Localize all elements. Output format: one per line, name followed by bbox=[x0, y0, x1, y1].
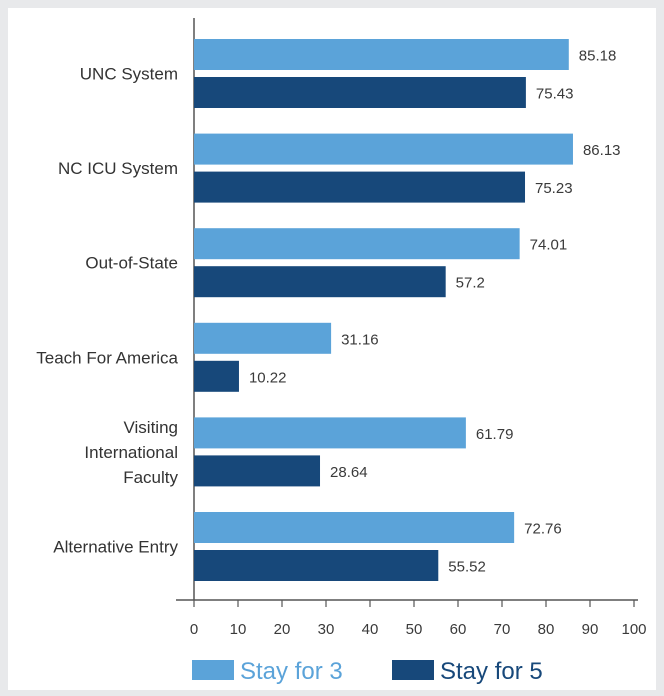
value-label: 72.76 bbox=[524, 521, 562, 538]
value-label: 75.43 bbox=[536, 86, 574, 103]
value-label: 31.16 bbox=[341, 331, 379, 348]
value-label: 57.2 bbox=[456, 275, 485, 292]
x-tick-label: 0 bbox=[190, 621, 198, 638]
category-label: Teach For America bbox=[36, 348, 178, 367]
value-label: 74.01 bbox=[530, 237, 568, 254]
bar-series-1 bbox=[194, 417, 466, 449]
bar-series-2 bbox=[194, 550, 439, 581]
category-label: Alternative Entry bbox=[53, 538, 178, 557]
legend-label-series-1: Stay for 3 bbox=[240, 658, 343, 685]
category-label: UNC System bbox=[80, 65, 178, 84]
bar-series-1 bbox=[194, 228, 520, 260]
bar-series-2 bbox=[194, 171, 526, 203]
x-tick-label: 20 bbox=[274, 621, 291, 638]
bar-series-2 bbox=[194, 455, 321, 487]
x-tick-label: 60 bbox=[450, 621, 467, 638]
value-label: 10.22 bbox=[249, 369, 287, 386]
bar-series-2 bbox=[194, 360, 239, 392]
x-tick-label: 50 bbox=[406, 621, 423, 638]
chart-frame: 0 10 20 30 40 50 60 70 80 90 100 85.18 75.43 UNC Syst… bbox=[8, 8, 656, 690]
value-label: 55.52 bbox=[448, 559, 486, 576]
category-label: Visiting International Faculty bbox=[84, 418, 178, 487]
x-tick-label: 90 bbox=[582, 621, 599, 638]
bar-chart: 0 10 20 30 40 50 60 70 80 90 100 85.18 75.43 UNC Syst… bbox=[36, 18, 647, 685]
x-tick-label: 100 bbox=[621, 621, 646, 638]
value-label: 28.64 bbox=[330, 464, 368, 481]
value-label: 75.23 bbox=[535, 180, 573, 197]
bar-series-1 bbox=[194, 133, 573, 165]
legend-label-series-2: Stay for 5 bbox=[440, 658, 543, 685]
category-label: NC ICU System bbox=[58, 159, 178, 178]
value-label: 61.79 bbox=[476, 426, 514, 443]
legend-swatch-series-2 bbox=[392, 660, 434, 680]
x-tick-label: 30 bbox=[318, 621, 335, 638]
category-label: Out-of-State bbox=[85, 254, 178, 273]
value-label: 85.18 bbox=[579, 48, 617, 65]
bar-series-1 bbox=[194, 39, 569, 70]
bar-series-1 bbox=[194, 512, 515, 543]
legend-swatch-series-1 bbox=[192, 660, 234, 680]
x-tick-label: 70 bbox=[494, 621, 511, 638]
value-label: 86.13 bbox=[583, 142, 621, 159]
bar-series-2 bbox=[194, 266, 446, 298]
x-tick-label: 10 bbox=[230, 621, 247, 638]
x-tick-label: 80 bbox=[538, 621, 555, 638]
bar-series-2 bbox=[194, 77, 526, 108]
x-tick-label: 40 bbox=[362, 621, 379, 638]
bar-series-1 bbox=[194, 322, 332, 354]
